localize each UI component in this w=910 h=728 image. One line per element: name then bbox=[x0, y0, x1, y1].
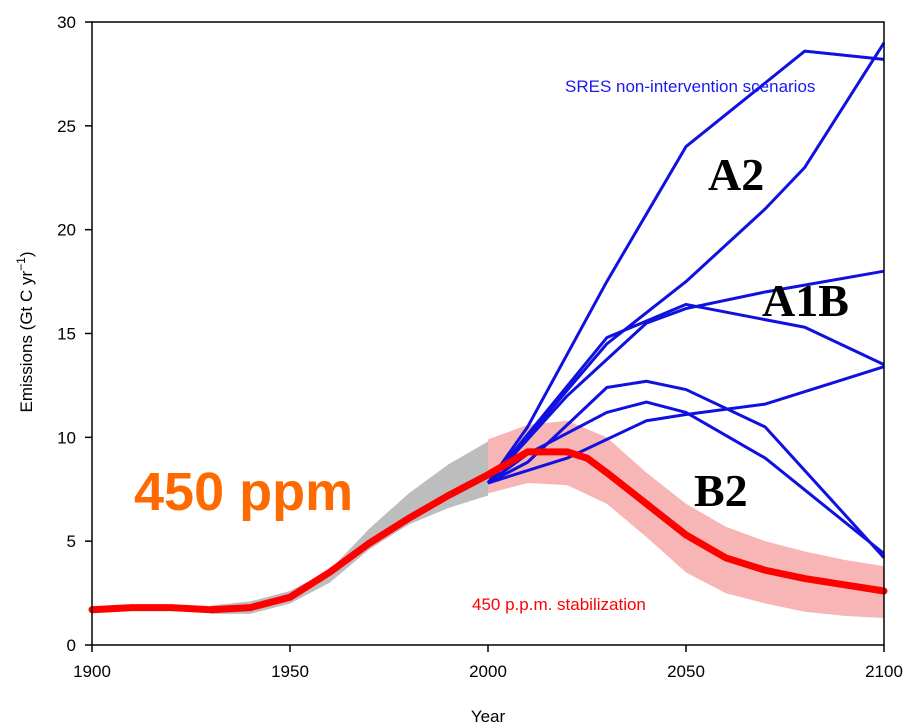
stabilization-label: 450 p.p.m. stabilization bbox=[472, 595, 646, 614]
x-tick-label: 1900 bbox=[73, 662, 111, 681]
sres-scenarios-label: SRES non-intervention scenarios bbox=[565, 77, 815, 96]
y-axis-label: Emissions (Gt C yr−1) bbox=[14, 251, 36, 412]
x-tick-label: 2000 bbox=[469, 662, 507, 681]
bands-layer bbox=[210, 420, 884, 619]
y-tick-label: 0 bbox=[67, 636, 76, 655]
sres-scenario-line-1 bbox=[486, 49, 885, 484]
sres-scenario-line-3 bbox=[486, 302, 885, 484]
y-axis-label-exponent: −1 bbox=[14, 257, 28, 271]
y-tick-label: 10 bbox=[57, 428, 76, 447]
a1b-label: A1B bbox=[762, 275, 849, 326]
y-axis-label-close: ) bbox=[17, 251, 36, 257]
stabilization-uncertainty-band bbox=[488, 420, 884, 619]
stabilization-line bbox=[88, 448, 888, 614]
sres-scenario-line-5 bbox=[487, 379, 886, 559]
y-tick-label: 30 bbox=[57, 13, 76, 32]
a2-label: A2 bbox=[708, 149, 764, 200]
y-axis-label-main: Emissions (Gt C yr bbox=[17, 271, 36, 413]
x-axis-ticks: 1900 1950 2000 2050 2100 bbox=[73, 645, 903, 681]
450-ppm-label: 450 ppm bbox=[134, 462, 353, 522]
x-tick-label: 2050 bbox=[667, 662, 705, 681]
sres-scenario-line-2 bbox=[486, 41, 886, 484]
stabilization-line-layer bbox=[88, 448, 888, 614]
y-tick-label: 25 bbox=[57, 117, 76, 136]
y-tick-label: 15 bbox=[57, 325, 76, 344]
y-axis-ticks: 0 5 10 15 20 25 30 bbox=[57, 13, 92, 655]
x-tick-label: 2100 bbox=[865, 662, 903, 681]
historical-range-band bbox=[210, 441, 489, 614]
y-tick-label: 5 bbox=[67, 532, 76, 551]
x-axis-label: Year bbox=[471, 707, 506, 726]
y-tick-label: 20 bbox=[57, 221, 76, 240]
sres-scenario-line-7 bbox=[487, 365, 885, 485]
sres-scenario-line-4 bbox=[486, 269, 885, 485]
b2-label: B2 bbox=[694, 465, 748, 516]
x-tick-label: 1950 bbox=[271, 662, 309, 681]
